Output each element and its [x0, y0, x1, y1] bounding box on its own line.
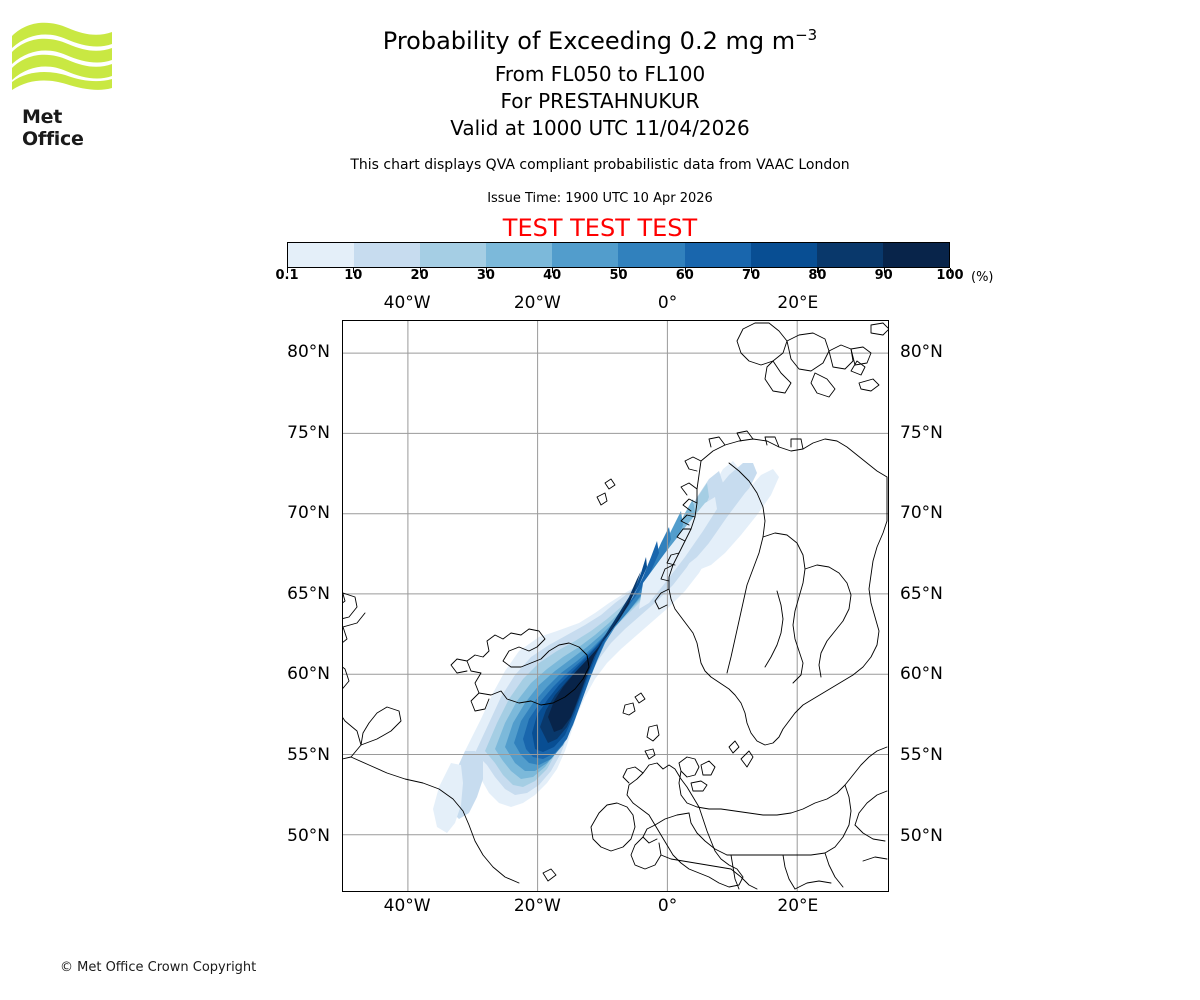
- colorbar-swatch-3: [486, 243, 553, 267]
- met-office-logo: Met Office: [10, 18, 114, 150]
- lat-tick-left-65: 65°N: [287, 583, 330, 604]
- lon-tick-bottom-0: 0°: [657, 896, 678, 916]
- lat-tick-right-55: 55°N: [900, 745, 943, 766]
- colorbar-tickmarks: [287, 268, 952, 273]
- lat-tick-right-65: 65°N: [900, 583, 943, 604]
- lat-tick-left-80: 80°N: [287, 342, 330, 363]
- colorbar-tick-70: 70: [742, 268, 761, 283]
- colorbar-tick-90: 90: [874, 268, 893, 283]
- lat-tick-left-60: 60°N: [287, 664, 330, 685]
- lon-tick-bottom-40w: 40°W: [383, 896, 431, 916]
- copyright-notice: © Met Office Crown Copyright: [60, 960, 257, 975]
- lat-tick-right-70: 70°N: [900, 503, 943, 524]
- colorbar-tick-100: 100: [936, 268, 964, 283]
- lat-tick-right-60: 60°N: [900, 664, 943, 685]
- lat-tick-right-80: 80°N: [900, 342, 943, 363]
- coastline-layer: [343, 322, 888, 890]
- volcano-name-line: For PRESTAHNUKUR: [500, 89, 700, 113]
- map-vector-layer: [343, 321, 888, 891]
- page-title: Probability of Exceeding 0.2 mg m−3: [0, 26, 1200, 55]
- colorbar-swatch-2: [420, 243, 487, 267]
- lat-tick-left-50: 50°N: [287, 825, 330, 846]
- lon-tick-bottom-20e: 20°E: [777, 896, 819, 916]
- colorbar-tick-80: 80: [808, 268, 827, 283]
- test-banner: TEST TEST TEST: [502, 214, 698, 242]
- issue-time: Issue Time: 1900 UTC 10 Apr 2026: [487, 191, 713, 206]
- lat-tick-right-75: 75°N: [900, 422, 943, 443]
- colorbar-swatch-8: [816, 243, 883, 267]
- lon-tick-bottom-20w: 20°W: [513, 896, 561, 916]
- colorbar-swatches: [287, 242, 950, 268]
- lat-tick-left-70: 70°N: [287, 503, 330, 524]
- ash-plume-probability-field: [433, 461, 779, 833]
- colorbar-swatch-1: [354, 243, 421, 267]
- map-gridlines: [343, 321, 888, 891]
- lat-tick-right-50: 50°N: [900, 825, 943, 846]
- probability-colorbar: [287, 242, 950, 268]
- colorbar-swatch-5: [618, 243, 685, 267]
- colorbar-tick-60: 60: [675, 268, 694, 283]
- colorbar-tick-20: 20: [410, 268, 429, 283]
- lon-tick-top-20e: 20°E: [777, 293, 819, 313]
- met-office-waves-icon: [12, 22, 112, 90]
- lat-tick-left-75: 75°N: [287, 422, 330, 443]
- valid-time-line: Valid at 1000 UTC 11/04/2026: [450, 116, 750, 140]
- colorbar-tick-0.1: 0.1: [275, 268, 299, 283]
- map-plot-area[interactable]: [342, 320, 889, 892]
- colorbar-swatch-0: [288, 243, 355, 267]
- lon-tick-top-40w: 40°W: [383, 293, 431, 313]
- colorbar-swatch-4: [552, 243, 619, 267]
- colorbar-unit-label: (%): [971, 270, 994, 285]
- page-title-text: Probability of Exceeding 0.2 mg m: [382, 27, 796, 55]
- colorbar-tick-10: 10: [344, 268, 363, 283]
- lon-tick-top-20w: 20°W: [513, 293, 561, 313]
- lat-tick-left-55: 55°N: [287, 745, 330, 766]
- page-title-exponent: −3: [795, 26, 818, 44]
- colorbar-swatch-6: [684, 243, 751, 267]
- flight-level-range: From FL050 to FL100: [494, 62, 706, 86]
- colorbar-tick-30: 30: [476, 268, 495, 283]
- qva-note: This chart displays QVA compliant probab…: [350, 157, 850, 173]
- colorbar-swatch-9: [882, 243, 949, 267]
- colorbar-tick-50: 50: [609, 268, 628, 283]
- map-canvas: [343, 321, 888, 891]
- logo-wordmark: Met Office: [22, 106, 84, 150]
- colorbar-swatch-7: [750, 243, 817, 267]
- lon-tick-top-0: 0°: [657, 293, 678, 313]
- colorbar-tick-40: 40: [543, 268, 562, 283]
